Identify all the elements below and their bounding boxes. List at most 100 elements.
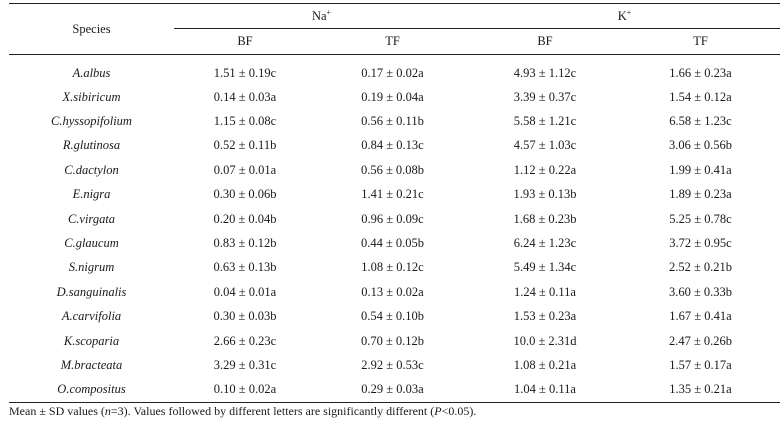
value-cell: 0.07 ± 0.01a — [213, 162, 277, 177]
value-cell: 0.56 ± 0.11b — [361, 114, 424, 129]
species-cell: C.dactylon — [64, 162, 119, 177]
value-cell: 1.41 ± 0.21c — [361, 187, 424, 202]
value-cell: 4.93 ± 1.12c — [513, 65, 577, 80]
value-cell: 4.57 ± 1.03c — [513, 138, 577, 153]
value-cell: 0.14 ± 0.03a — [213, 89, 277, 104]
value-cell: 1.89 ± 0.23a — [669, 187, 732, 202]
table-row: C.glaucum 0.83 ± 0.12b 0.44 ± 0.05b 6.24… — [9, 231, 780, 255]
table-row: A.albus 1.51 ± 0.19c 0.17 ± 0.02a 4.93 ±… — [9, 55, 780, 86]
value-cell: 0.13 ± 0.02a — [361, 284, 424, 299]
table-body: A.albus 1.51 ± 0.19c 0.17 ± 0.02a 4.93 ±… — [9, 55, 781, 404]
value-cell: 0.63 ± 0.13b — [213, 260, 277, 275]
footnote-p: P — [434, 404, 442, 418]
value-cell: 1.66 ± 0.23a — [669, 65, 732, 80]
table-row: E.nigra 0.30 ± 0.06b 1.41 ± 0.21c 1.93 ±… — [9, 183, 780, 207]
table-row: M.bracteata 3.29 ± 0.31c 2.92 ± 0.53c 1.… — [9, 353, 780, 377]
subcol-header: TF — [621, 28, 781, 55]
value-cell: 0.96 ± 0.09c — [361, 211, 424, 226]
value-cell: 1.08 ± 0.12c — [361, 260, 424, 275]
footnote-n: n — [104, 404, 111, 418]
data-table: Species Na+ K+ BF TF BF TF A.albus 1.51 … — [9, 3, 781, 404]
value-cell: 1.35 ± 0.21a — [621, 377, 781, 404]
value-cell: 3.06 ± 0.56b — [668, 138, 733, 153]
table-row: O.compositus 0.10 ± 0.02a 0.29 ± 0.03a 1… — [9, 377, 781, 404]
value-cell: 2.52 ± 0.21b — [668, 260, 733, 275]
value-cell: 1.12 ± 0.22a — [513, 162, 577, 177]
value-cell: 1.15 ± 0.08c — [213, 114, 277, 129]
species-cell: C.hyssopifolium — [51, 114, 132, 129]
species-cell: A.albus — [72, 65, 111, 80]
subcol-header: TF — [316, 28, 469, 55]
value-cell: 1.57 ± 0.17a — [669, 357, 732, 372]
na-group-charge: + — [326, 7, 332, 17]
value-cell: 2.47 ± 0.26b — [668, 333, 733, 348]
na-group-label: Na — [311, 8, 327, 23]
value-cell: 0.10 ± 0.02a — [174, 377, 316, 404]
species-cell: R.glutinosa — [62, 138, 121, 153]
species-cell: X.sibiricum — [62, 89, 121, 104]
table-row: X.sibiricum 0.14 ± 0.03a 0.19 ± 0.04a 3.… — [9, 85, 780, 109]
species-cell: E.nigra — [72, 187, 111, 202]
species-cell: O.compositus — [9, 377, 174, 404]
value-cell: 0.44 ± 0.05b — [360, 236, 425, 251]
value-cell: 0.52 ± 0.11b — [213, 138, 277, 153]
table-row: C.dactylon 0.07 ± 0.01a 0.56 ± 0.08b 1.1… — [9, 158, 780, 182]
value-cell: 1.04 ± 0.11a — [469, 377, 621, 404]
value-cell: 0.04 ± 0.01a — [213, 284, 277, 299]
table-row: D.sanguinalis 0.04 ± 0.01a 0.13 ± 0.02a … — [9, 280, 780, 304]
k-group-header: K+ — [469, 3, 781, 29]
value-cell: 1.53 ± 0.23a — [513, 309, 577, 324]
value-cell: 3.72 ± 0.95c — [669, 236, 732, 251]
table-row: K.scoparia 2.66 ± 0.23c 0.70 ± 0.12b 10.… — [9, 329, 780, 353]
species-cell: C.virgata — [67, 211, 116, 226]
table-row: A.carvifolia 0.30 ± 0.03b 0.54 ± 0.10b 1… — [9, 305, 780, 329]
value-cell: 2.66 ± 0.23c — [213, 333, 277, 348]
value-cell: 1.99 ± 0.41a — [669, 162, 732, 177]
value-cell: 3.60 ± 0.33b — [668, 284, 733, 299]
value-cell: 5.49 ± 1.34c — [513, 260, 577, 275]
subcol-header: BF — [174, 28, 316, 55]
value-cell: 0.83 ± 0.12b — [213, 236, 277, 251]
value-cell: 6.24 ± 1.23c — [513, 236, 577, 251]
value-cell: 1.08 ± 0.21a — [513, 357, 577, 372]
value-cell: 1.24 ± 0.11a — [514, 284, 576, 299]
value-cell: 0.54 ± 0.10b — [360, 309, 425, 324]
value-cell: 10.0 ± 2.31d — [513, 333, 577, 348]
subcol-header: BF — [469, 28, 621, 55]
species-cell: K.scoparia — [63, 333, 120, 348]
table-row: S.nigrum 0.63 ± 0.13b 1.08 ± 0.12c 5.49 … — [9, 256, 780, 280]
footnote-text: =3). Values followed by different letter… — [110, 404, 435, 418]
value-cell: 5.25 ± 0.78c — [669, 211, 732, 226]
value-cell: 3.29 ± 0.31c — [213, 357, 277, 372]
value-cell: 1.54 ± 0.12a — [669, 89, 732, 104]
table-row: C.hyssopifolium 1.15 ± 0.08c 0.56 ± 0.11… — [9, 109, 780, 133]
value-cell: 0.56 ± 0.08b — [360, 162, 425, 177]
footnote-text: Mean ± SD values ( — [9, 404, 105, 418]
species-column-header: Species — [9, 3, 174, 55]
value-cell: 0.84 ± 0.13c — [361, 138, 424, 153]
species-cell: M.bracteata — [60, 357, 123, 372]
species-cell: A.carvifolia — [61, 309, 122, 324]
value-cell: 0.17 ± 0.02a — [361, 65, 424, 80]
value-cell: 0.29 ± 0.03a — [316, 377, 469, 404]
value-cell: 0.70 ± 0.12b — [360, 333, 425, 348]
value-cell: 0.19 ± 0.04a — [361, 89, 424, 104]
table-row: C.virgata 0.20 ± 0.04b 0.96 ± 0.09c 1.68… — [9, 207, 780, 231]
value-cell: 6.58 ± 1.23c — [669, 114, 732, 129]
value-cell: 5.58 ± 1.21c — [513, 114, 577, 129]
na-group-header: Na+ — [174, 3, 469, 29]
table-footnote: Mean ± SD values (n=3). Values followed … — [9, 404, 476, 419]
value-cell: 0.30 ± 0.06b — [213, 187, 277, 202]
table-row: R.glutinosa 0.52 ± 0.11b 0.84 ± 0.13c 4.… — [9, 134, 780, 158]
species-cell: D.sanguinalis — [56, 284, 127, 299]
species-cell: C.glaucum — [64, 236, 119, 251]
value-cell: 1.93 ± 0.13b — [513, 187, 577, 202]
species-cell: S.nigrum — [68, 260, 115, 275]
k-group-charge: + — [626, 7, 632, 17]
value-cell: 1.67 ± 0.41a — [669, 309, 732, 324]
value-cell: 0.20 ± 0.04b — [213, 211, 277, 226]
value-cell: 0.30 ± 0.03b — [213, 309, 277, 324]
k-group-label: K — [617, 8, 627, 23]
footnote-text: <0.05). — [441, 404, 477, 418]
